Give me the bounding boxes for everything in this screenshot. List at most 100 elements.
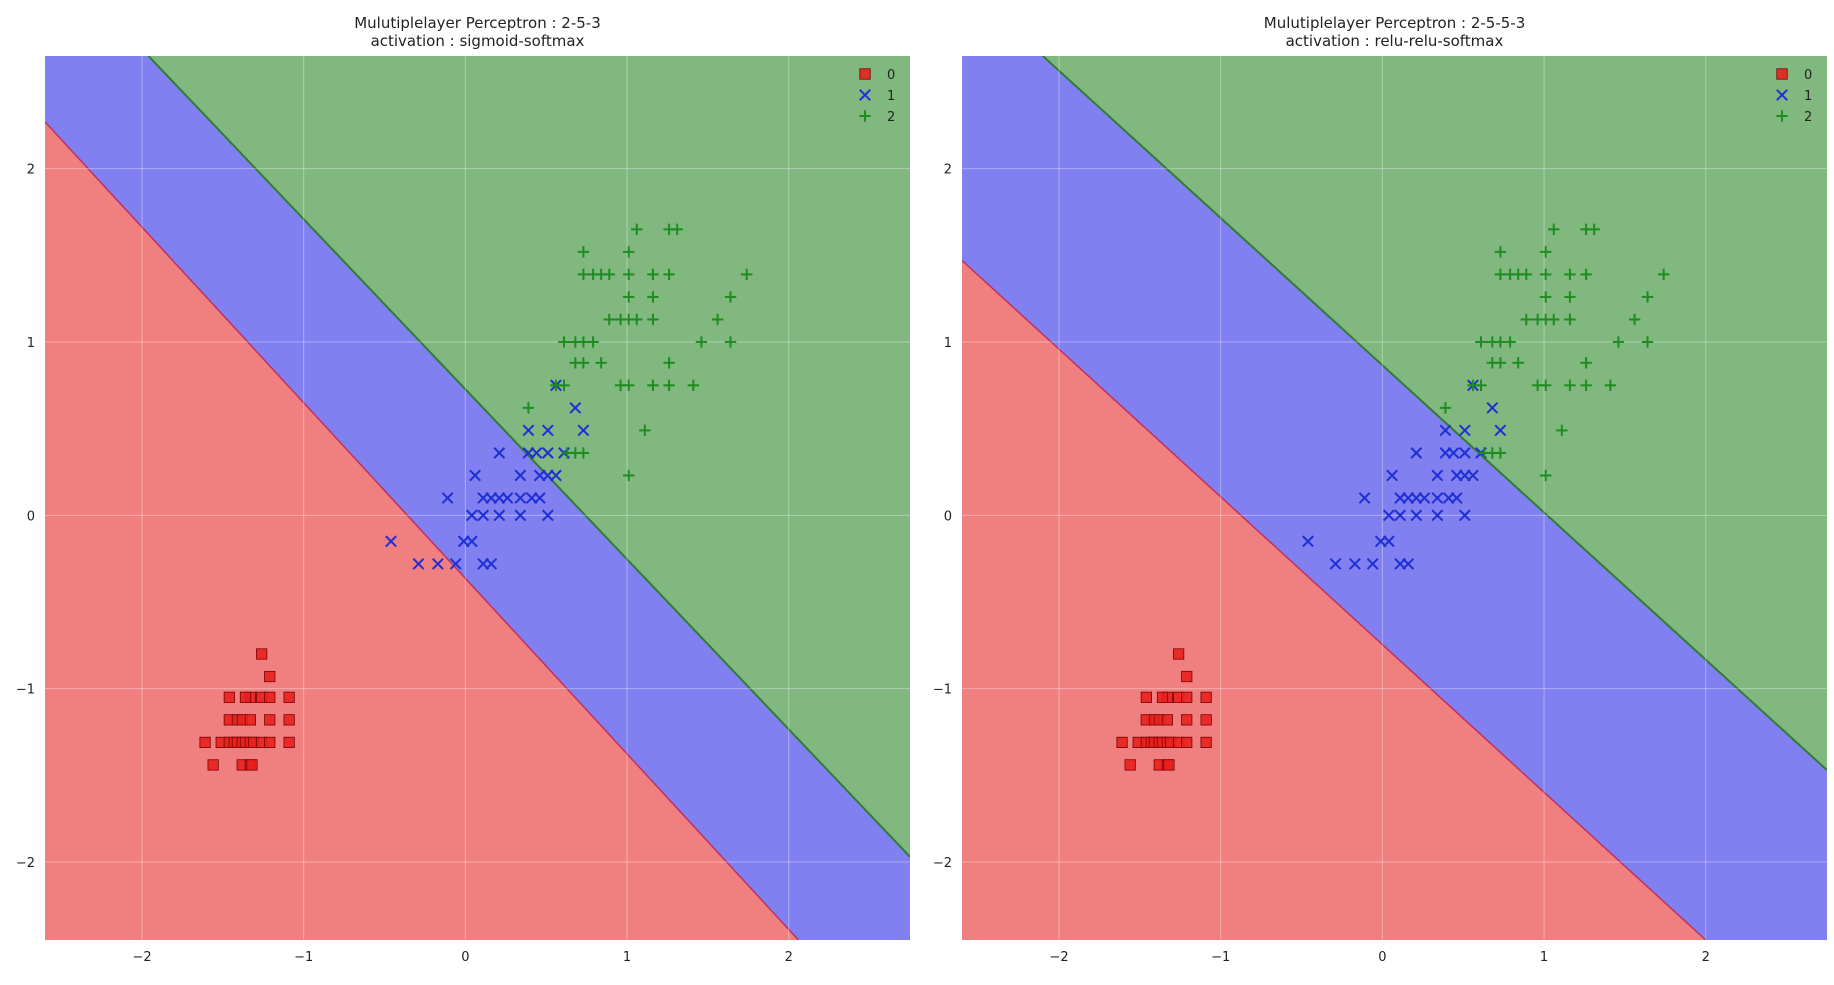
data-point-class-1 xyxy=(569,401,582,414)
data-point-class-2 xyxy=(1494,246,1507,258)
data-point-class-1 xyxy=(541,447,554,459)
data-point-class-2 xyxy=(647,268,659,281)
legend: 0 1 2 xyxy=(859,68,895,125)
data-point-class-2 xyxy=(1580,268,1592,281)
data-point-class-2 xyxy=(622,246,635,258)
data-point-class-1 xyxy=(530,447,543,459)
data-point-class-1 xyxy=(1394,509,1407,522)
data-point-class-0 xyxy=(1181,714,1193,726)
data-point-class-2 xyxy=(1564,379,1576,392)
data-point-class-1 xyxy=(441,492,454,504)
data-point-class-2 xyxy=(603,313,615,326)
data-point-class-0 xyxy=(239,691,252,703)
data-point-class-1 xyxy=(1402,557,1415,570)
chart-title-line1: Mulutiplelayer Perceptron : 2-5-5-3 xyxy=(1264,14,1525,32)
x-tick-label: 2 xyxy=(785,950,793,965)
y-tick-label: −2 xyxy=(933,856,952,871)
y-tick-label: 0 xyxy=(27,509,35,524)
data-point-class-1 xyxy=(1382,535,1395,548)
legend-label-0: 0 xyxy=(1804,68,1812,83)
data-point-class-2 xyxy=(1556,424,1568,437)
data-point-class-1 xyxy=(541,424,554,437)
data-point-class-2 xyxy=(1504,336,1516,348)
x-tick-label: 1 xyxy=(1540,950,1548,965)
data-point-class-2 xyxy=(1580,357,1592,369)
data-point-class-1 xyxy=(514,492,527,504)
x-tick-label: −2 xyxy=(132,950,151,965)
data-point-class-1 xyxy=(1366,557,1379,570)
data-point-class-0 xyxy=(1156,691,1169,703)
data-point-class-1 xyxy=(1358,492,1371,504)
data-point-class-2 xyxy=(1539,379,1552,392)
data-point-class-1 xyxy=(1486,401,1499,414)
data-point-class-0 xyxy=(246,759,258,771)
data-point-class-0 xyxy=(1116,736,1128,749)
data-point-class-2 xyxy=(577,447,590,459)
data-point-class-0 xyxy=(264,714,276,726)
data-point-class-1 xyxy=(1418,492,1431,504)
data-point-class-1 xyxy=(431,557,444,570)
data-point-class-1 xyxy=(1329,557,1342,570)
y-tick-label: 0 xyxy=(944,509,952,524)
data-point-class-1 xyxy=(522,424,535,437)
data-point-class-2 xyxy=(695,336,708,348)
legend-label-0: 0 xyxy=(887,68,895,83)
legend-marker-1 xyxy=(1776,89,1788,101)
data-point-class-2 xyxy=(1548,223,1560,236)
data-point-class-0 xyxy=(283,736,295,749)
data-point-class-2 xyxy=(647,291,659,303)
data-point-class-2 xyxy=(1564,313,1576,326)
data-point-class-1 xyxy=(465,535,478,548)
data-point-class-0 xyxy=(264,670,276,683)
data-point-class-2 xyxy=(577,336,590,348)
data-point-class-2 xyxy=(1628,313,1641,326)
data-point-class-0 xyxy=(1140,691,1152,703)
chart-title-line2: activation : sigmoid-softmax xyxy=(371,32,585,50)
data-point-class-1 xyxy=(514,509,527,522)
data-point-class-2 xyxy=(1475,336,1487,348)
data-point-class-1 xyxy=(1494,424,1507,437)
data-point-class-2 xyxy=(1564,268,1576,281)
legend-marker-0 xyxy=(859,68,871,80)
data-point-class-1 xyxy=(541,509,554,522)
data-point-class-1 xyxy=(577,424,590,437)
legend-marker-2 xyxy=(1776,110,1788,122)
data-point-class-2 xyxy=(595,357,607,369)
data-point-class-2 xyxy=(1588,223,1600,236)
data-point-class-2 xyxy=(622,291,635,303)
legend: 0 1 2 xyxy=(1776,68,1812,125)
data-point-class-2 xyxy=(622,268,635,281)
data-point-class-1 xyxy=(1439,424,1452,437)
data-point-class-0 xyxy=(283,691,295,703)
data-point-class-2 xyxy=(663,268,675,281)
data-point-class-2 xyxy=(1580,379,1592,392)
y-tick-label: −2 xyxy=(16,856,35,871)
x-tick-label: −1 xyxy=(1211,950,1230,965)
data-point-class-1 xyxy=(493,509,506,522)
data-point-class-2 xyxy=(1539,268,1552,281)
data-point-class-1 xyxy=(1467,469,1479,482)
data-point-class-2 xyxy=(724,291,737,303)
data-point-class-0 xyxy=(264,736,276,749)
data-point-class-2 xyxy=(647,313,659,326)
boundary-1-2 xyxy=(1042,56,1827,771)
plot-area xyxy=(45,56,910,940)
boundary-0-1 xyxy=(962,259,1707,940)
x-tick-label: 0 xyxy=(461,950,469,965)
y-tick-label: −1 xyxy=(933,683,952,698)
data-point-class-1 xyxy=(465,509,478,522)
data-point-class-0 xyxy=(256,648,268,660)
data-point-class-2 xyxy=(1564,291,1576,303)
data-point-class-0 xyxy=(244,714,256,726)
data-point-class-1 xyxy=(1386,469,1398,482)
data-point-class-0 xyxy=(1200,714,1212,726)
data-point-class-1 xyxy=(485,557,498,570)
data-point-class-2 xyxy=(1641,291,1654,303)
data-point-class-2 xyxy=(631,223,643,236)
data-point-class-2 xyxy=(1475,379,1487,392)
data-point-class-0 xyxy=(1181,691,1193,703)
data-point-class-2 xyxy=(558,336,570,348)
x-tick-label: 2 xyxy=(1702,950,1710,965)
data-point-class-0 xyxy=(264,691,276,703)
chart-panel-right: −2 −1 0 1 2 −2 −1 0 1 2 Mulutiplelayer Perceptron … xyxy=(917,0,1834,985)
